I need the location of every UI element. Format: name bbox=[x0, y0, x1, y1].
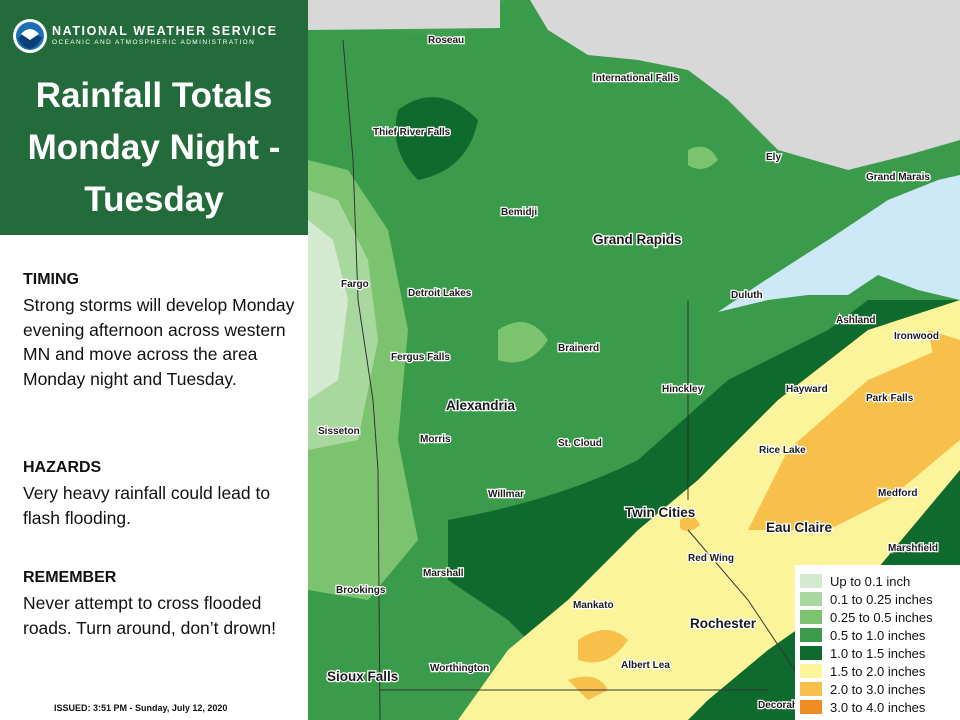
city-label: Decorah bbox=[758, 700, 798, 711]
city-label: Worthington bbox=[430, 663, 489, 674]
legend-label: 0.25 to 0.5 inches bbox=[830, 610, 933, 625]
city-label: Hayward bbox=[786, 384, 828, 395]
city-label: Thief River Falls bbox=[373, 127, 451, 138]
legend-label: 0.5 to 1.0 inches bbox=[830, 628, 926, 643]
city-label: Brainerd bbox=[558, 343, 599, 354]
city-label: Red Wing bbox=[688, 553, 734, 564]
city-label: Grand Rapids bbox=[593, 232, 682, 247]
issued: ISSUED: 3:51 PM - Sunday, July 12, 2020 bbox=[54, 703, 228, 713]
noaa-logo bbox=[13, 19, 47, 53]
title: Rainfall Totals Monday Night - Tuesday bbox=[0, 70, 308, 226]
section-body: Very heavy rainfall could lead to flash … bbox=[23, 483, 271, 528]
city-label: Brookings bbox=[336, 585, 386, 596]
city-label: Ely bbox=[766, 152, 781, 163]
subagency: OCEANIC AND ATMOSPHERIC ADMINISTRATION bbox=[52, 39, 256, 46]
legend-swatch bbox=[800, 592, 822, 606]
legend-box bbox=[795, 565, 960, 720]
legend-swatch bbox=[800, 628, 822, 642]
city-label: Sisseton bbox=[318, 426, 360, 437]
city-label: Medford bbox=[878, 488, 917, 499]
section-body: Strong storms will develop Monday evenin… bbox=[23, 295, 295, 389]
map: Roseau International Falls Thief River F… bbox=[308, 0, 960, 720]
legend-swatch bbox=[800, 574, 822, 588]
city-label: Ashland bbox=[836, 315, 875, 326]
info-panel: NATIONAL WEATHER SERVICE OCEANIC AND ATM… bbox=[0, 0, 308, 720]
legend-label: 3.0 to 4.0 inches bbox=[830, 700, 926, 715]
section: REMEMBER Never attempt to cross flooded r… bbox=[23, 569, 298, 640]
city-label: St. Cloud bbox=[558, 438, 602, 449]
legend-swatch bbox=[800, 610, 822, 624]
legend-label: 0.1 to 0.25 inches bbox=[830, 592, 933, 607]
city-label: Morris bbox=[420, 434, 451, 445]
city-label: Eau Claire bbox=[766, 520, 833, 535]
city-label: Albert Lea bbox=[621, 660, 670, 671]
legend-label: 1.0 to 1.5 inches bbox=[830, 646, 926, 661]
cities: Roseau International Falls Thief River F… bbox=[317, 34, 941, 713]
section-heading: TIMING bbox=[23, 271, 79, 288]
header: NATIONAL WEATHER SERVICE OCEANIC AND ATM… bbox=[0, 0, 308, 235]
city-label: Rice Lake bbox=[759, 445, 806, 456]
city-label: Detroit Lakes bbox=[408, 288, 472, 299]
city-label: Alexandria bbox=[446, 398, 516, 413]
city-label: Grand Marais bbox=[866, 172, 930, 183]
city-label: Marshall bbox=[423, 568, 464, 579]
title-line: Rainfall Totals bbox=[35, 76, 273, 115]
city-label: Hinckley bbox=[662, 384, 704, 395]
city-label: Willmar bbox=[488, 489, 524, 500]
legend-label: Up to 0.1 inch bbox=[830, 574, 910, 589]
section: TIMING Strong storms will develop Monday … bbox=[23, 271, 298, 391]
city-label: Rochester bbox=[690, 616, 757, 631]
city-label: Fargo bbox=[341, 279, 369, 290]
city-label: Twin Cities bbox=[625, 505, 695, 520]
section-body: Never attempt to cross flooded roads. Tu… bbox=[23, 593, 276, 638]
city-label: Mankato bbox=[573, 600, 614, 611]
agency: NATIONAL WEATHER SERVICE bbox=[52, 24, 278, 38]
city-label: Park Falls bbox=[866, 393, 914, 404]
city-label: Ironwood bbox=[894, 331, 939, 342]
city-label: International Falls bbox=[593, 73, 679, 84]
city-label: Sioux Falls bbox=[327, 669, 398, 684]
legend-swatch bbox=[800, 700, 822, 714]
legend-label: 2.0 to 3.0 inches bbox=[830, 682, 926, 697]
legend-swatch bbox=[800, 682, 822, 696]
section-heading: HAZARDS bbox=[23, 459, 102, 476]
legend: Up to 0.1 inch 0.1 to 0.25 inches 0.25 to … bbox=[800, 574, 933, 715]
legend-swatch bbox=[800, 646, 822, 660]
legend-swatch bbox=[800, 664, 822, 678]
section-heading: REMEMBER bbox=[23, 569, 117, 586]
city-label: Roseau bbox=[428, 35, 464, 46]
city-label: Duluth bbox=[731, 290, 763, 301]
title-line: Tuesday bbox=[84, 180, 224, 219]
city-label: Marshfield bbox=[888, 543, 938, 554]
title-line: Monday Night - bbox=[27, 128, 281, 167]
city-label: Fergus Falls bbox=[391, 352, 450, 363]
city-label: Bemidji bbox=[501, 207, 537, 218]
legend-label: 1.5 to 2.0 inches bbox=[830, 664, 926, 679]
section: HAZARDS Very heavy rainfall could lead to… bbox=[23, 459, 298, 530]
